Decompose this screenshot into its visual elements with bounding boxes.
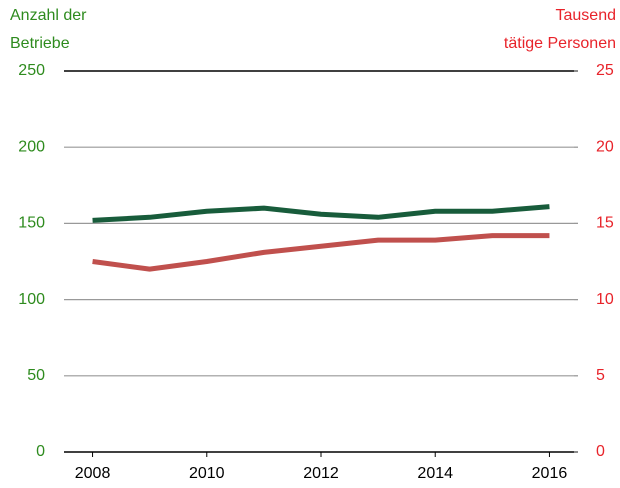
y2-tick-label: 25 bbox=[596, 62, 614, 79]
y-tick-label: 50 bbox=[27, 367, 45, 384]
y-tick-label: 200 bbox=[18, 138, 45, 155]
y2-tick-label: 0 bbox=[596, 443, 605, 460]
x-tick-label: 2008 bbox=[75, 465, 111, 482]
y2-axis-title: tätige Personen bbox=[504, 35, 616, 52]
x-tick-label: 2016 bbox=[532, 465, 568, 482]
y2-tick-label: 15 bbox=[596, 215, 614, 232]
y2-tick-label: 5 bbox=[596, 367, 605, 384]
y-tick-label: 150 bbox=[18, 215, 45, 232]
y-tick-label: 0 bbox=[36, 443, 45, 460]
y-axis-title: Betriebe bbox=[10, 35, 70, 52]
y-axis-title: Anzahl der bbox=[10, 7, 87, 24]
y2-axis-title: Tausend bbox=[556, 7, 617, 24]
x-tick-label: 2010 bbox=[189, 465, 225, 482]
x-tick-label: 2014 bbox=[417, 465, 453, 482]
y-tick-label: 100 bbox=[18, 291, 45, 308]
x-tick-label: 2012 bbox=[303, 465, 339, 482]
y2-tick-label: 10 bbox=[596, 291, 614, 308]
series-line bbox=[92, 204, 550, 223]
series-line bbox=[92, 233, 550, 272]
y-tick-label: 250 bbox=[18, 62, 45, 79]
y2-tick-label: 20 bbox=[596, 138, 614, 155]
